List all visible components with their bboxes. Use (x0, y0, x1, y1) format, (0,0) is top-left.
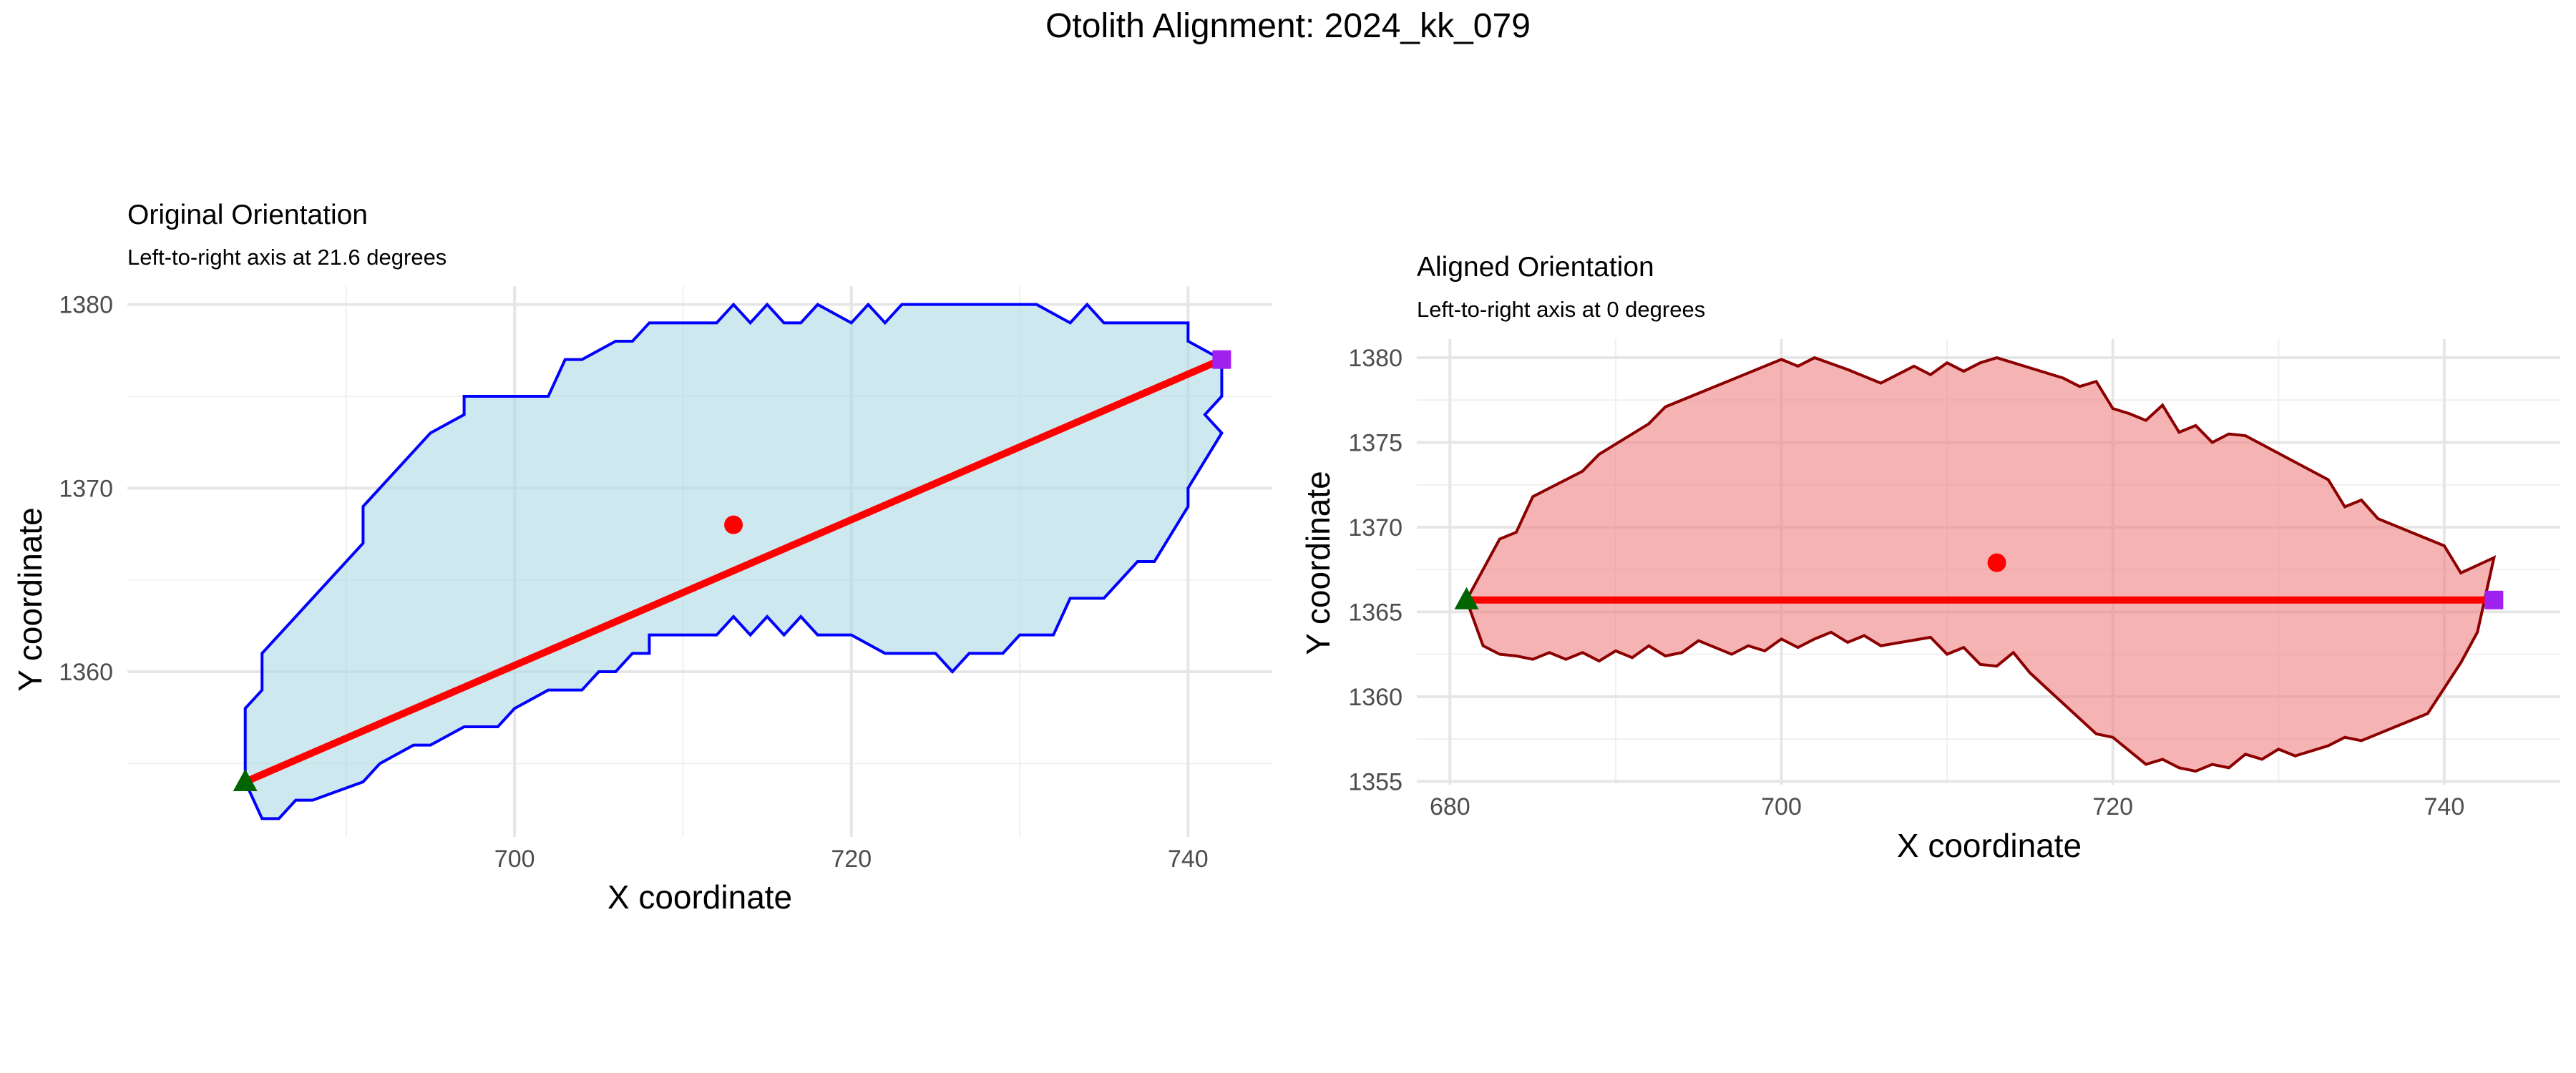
y-tick-label: 1370 (59, 475, 113, 502)
tick-labels-original: 700 720 740 1360 1370 1380 (59, 292, 1208, 873)
figure-title: Otolith Alignment: 2024_kk_079 (1045, 7, 1531, 45)
x-tick-label: 740 (1168, 846, 1209, 873)
end-point-marker (2484, 590, 2504, 609)
axis-line (243, 356, 1224, 785)
otolith-outline (1465, 356, 2497, 773)
panel-subtitle-aligned: Left-to-right axis at 0 degrees (1417, 297, 1705, 322)
start-point-marker (1454, 587, 1479, 609)
x-axis-label-original: X coordinate (608, 878, 792, 916)
end-point-marker (1212, 350, 1231, 369)
panel-aligned: Aligned Orientation Left-to-right axis a… (1299, 252, 2560, 864)
x-tick-label: 740 (2424, 793, 2465, 820)
y-tick-label: 1360 (1348, 684, 1402, 711)
x-tick-label: 700 (494, 846, 535, 873)
y-axis-label-original: Y coordinate (11, 507, 49, 691)
otolith-outline (243, 302, 1224, 820)
panel-title-original: Original Orientation (127, 200, 368, 230)
panel-subtitle-original: Left-to-right axis at 21.6 degrees (127, 245, 447, 270)
tick-labels-aligned: 680 700 720 740 1355 1360 1365 1370 1375 1380 (1348, 345, 2464, 820)
y-tick-label: 1360 (59, 659, 113, 686)
plot-area-aligned (1454, 356, 2504, 773)
y-tick-label: 1370 (1348, 514, 1402, 542)
y-tick-label: 1375 (1348, 429, 1402, 456)
x-tick-label: 720 (2092, 793, 2133, 820)
x-tick-label: 700 (1761, 793, 1802, 820)
y-tick-label: 1380 (59, 292, 113, 319)
x-tick-label: 720 (831, 846, 872, 873)
centroid-point (724, 515, 743, 534)
y-axis-label-aligned: Y coordinate (1299, 471, 1337, 655)
y-tick-label: 1365 (1348, 599, 1402, 626)
y-tick-label: 1380 (1348, 345, 1402, 372)
centroid-point (1987, 553, 2006, 572)
panel-original: Original Orientation Left-to-right axis … (11, 200, 1272, 916)
panel-title-aligned: Aligned Orientation (1417, 252, 1654, 283)
x-axis-label-aligned: X coordinate (1897, 827, 2082, 864)
y-tick-label: 1355 (1348, 768, 1402, 795)
plot-area-original (233, 302, 1231, 820)
x-tick-label: 680 (1430, 793, 1470, 820)
start-point-marker (233, 769, 258, 791)
